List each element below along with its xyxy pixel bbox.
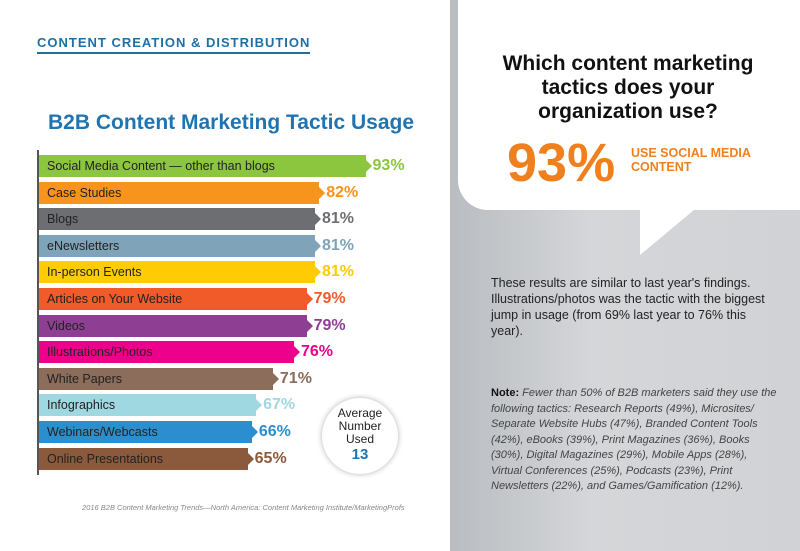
bar: Case Studies (39, 181, 326, 204)
bar: Social Media Content — other than blogs (39, 155, 372, 177)
bar: Blogs (39, 208, 321, 231)
bar: Illustrations/Photos (39, 341, 300, 364)
note-text: Note: Fewer than 50% of B2B marketers sa… (491, 386, 781, 495)
bar-value-label: 67% (263, 396, 296, 414)
bar-value-label: 81% (322, 210, 355, 228)
bar-value-label: 79% (313, 290, 346, 307)
findings-paragraph: These results are similar to last year's… (491, 276, 765, 338)
note-body: Fewer than 50% of B2B marketers said the… (491, 387, 777, 492)
bar: White Papers (39, 367, 279, 390)
bar-value-label: 65% (254, 449, 287, 467)
bar: Infographics (39, 394, 263, 417)
bar-value-label: 76% (300, 343, 333, 361)
highlight-value: 93% (507, 133, 616, 193)
average-badge: Average Number Used 13 (322, 398, 398, 474)
bar: Videos (39, 314, 313, 337)
note-label: Note: (491, 387, 520, 399)
question-heading: Which content marketing tactics does you… (502, 52, 754, 123)
chart-title: B2B Content Marketing Tactic Usage (48, 111, 415, 134)
source-citation: 2016 B2B Content Marketing Trends—North … (82, 503, 405, 512)
highlight-label: USE SOCIAL MEDIA CONTENT (631, 146, 751, 174)
bar-value-label: 79% (313, 316, 346, 334)
bar-value-label: 66% (258, 423, 291, 440)
section-title: CONTENT CREATION & DISTRIBUTION (37, 35, 311, 54)
average-line2: Number (338, 419, 382, 433)
average-value: 13 (351, 446, 369, 463)
bar: Online Presentations (39, 447, 254, 470)
chart-axis (37, 150, 39, 475)
bar: Webinars/Webcasts (39, 421, 258, 443)
bar: eNewsletters (39, 234, 321, 257)
bar: In-person Events (39, 261, 321, 284)
bar-value-label: 93% (372, 157, 405, 174)
bar-value-label: 81% (322, 236, 355, 254)
speech-bubble-tail (640, 205, 700, 255)
average-line3: Used (345, 432, 374, 446)
average-line1: Average (337, 406, 383, 420)
speech-bubble (458, 0, 800, 210)
bar: Articles on Your Website (39, 288, 313, 310)
bar-value-label: 82% (326, 183, 359, 201)
bar-value-label: 71% (279, 369, 312, 387)
bar-value-label: 81% (322, 263, 355, 281)
